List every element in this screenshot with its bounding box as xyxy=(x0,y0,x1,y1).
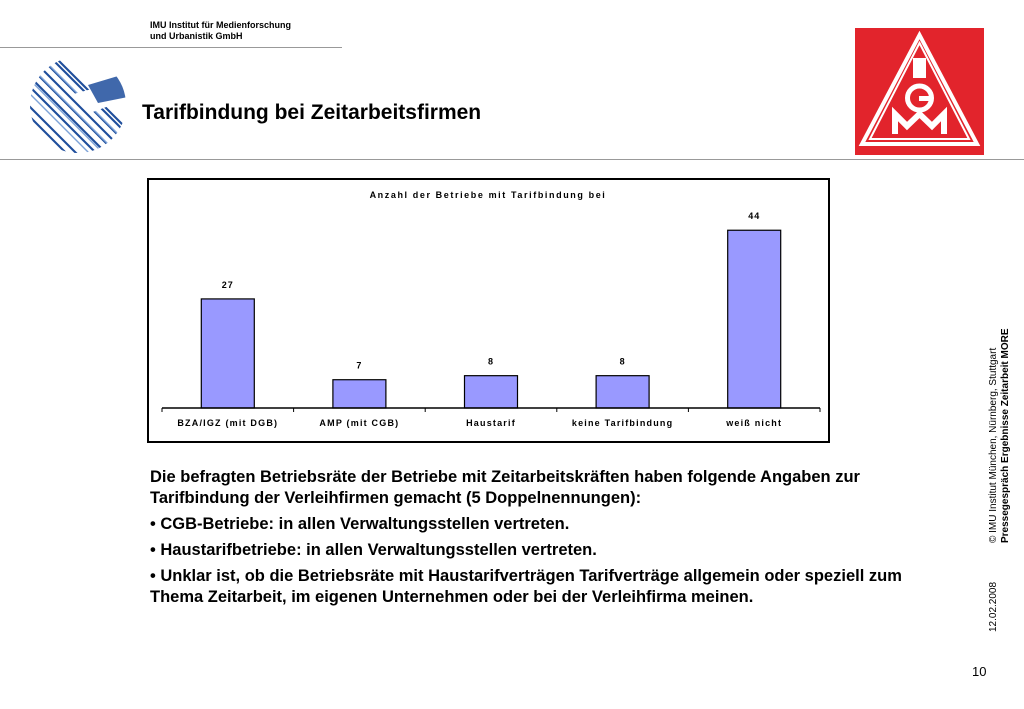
bar-0 xyxy=(200,298,255,409)
imu-globe-logo xyxy=(30,57,126,153)
institute-name-line2: und Urbanistik GmbH xyxy=(150,31,243,41)
chart-svg: Anzahl der Betriebe mit Tarifbindung bei… xyxy=(161,190,821,428)
institute-name-line1: IMU Institut für Medienforschung xyxy=(150,20,291,30)
bar-1 xyxy=(332,379,387,409)
bullet-cgb: • CGB-Betriebe: in allen Verwaltungsstel… xyxy=(150,515,570,533)
category-label-4: weiß nicht xyxy=(725,418,782,428)
bar-3 xyxy=(595,375,650,409)
x-axis-labels: BZA/IGZ (mit DGB) AMP (mit CGB) Haustarif k… xyxy=(177,418,782,428)
chart-bars xyxy=(200,229,782,409)
category-label-3: keine Tarifbindung xyxy=(572,418,673,428)
category-label-2: Haustarif xyxy=(466,418,516,428)
bullet-haustarif: • Haustarifbetriebe: in allen Verwaltung… xyxy=(150,541,597,559)
intro-paragraph: Die befragten Betriebsräte der Betriebe … xyxy=(150,468,860,507)
date-label: 12.02.2008 xyxy=(988,581,999,632)
credit-text: © IMU Institut München, Nürnberg, Stuttg… xyxy=(988,347,999,543)
copyright-credit: © IMU Institut München, Nürnberg, Stuttg… xyxy=(988,328,1012,543)
event-text: Pressegespräch Ergebnisse Zeitarbeit MOR… xyxy=(1000,328,1011,543)
bar-2 xyxy=(463,375,519,409)
title-rule xyxy=(0,159,1024,160)
bar-chart: Anzahl der Betriebe mit Tarifbindung bei… xyxy=(147,178,830,443)
category-label-1: AMP (mit CGB) xyxy=(319,418,399,428)
header-rule xyxy=(0,47,342,48)
data-label-3: 8 xyxy=(620,357,626,367)
data-label-2: 8 xyxy=(488,357,494,367)
category-label-0: BZA/IGZ (mit DGB) xyxy=(177,418,278,428)
institute-name: IMU Institut für Medienforschung und Urb… xyxy=(150,20,291,42)
x-axis-ticks xyxy=(161,408,821,412)
chart-title: Anzahl der Betriebe mit Tarifbindung bei xyxy=(370,190,607,200)
data-label-4: 44 xyxy=(748,211,760,221)
data-labels: 27 7 8 8 44 xyxy=(222,211,760,371)
body-text: Die befragten Betriebsräte der Betriebe … xyxy=(150,467,950,613)
bar-4 xyxy=(727,229,782,409)
page-number: 10 xyxy=(972,664,987,679)
data-label-1: 7 xyxy=(356,361,362,371)
slide-title: Tarifbindung bei Zeitarbeitsfirmen xyxy=(142,101,482,124)
data-label-0: 27 xyxy=(222,280,234,290)
ig-metall-logo xyxy=(855,28,984,155)
bullet-unklar: • Unklar ist, ob die Betriebsräte mit Ha… xyxy=(150,567,902,606)
